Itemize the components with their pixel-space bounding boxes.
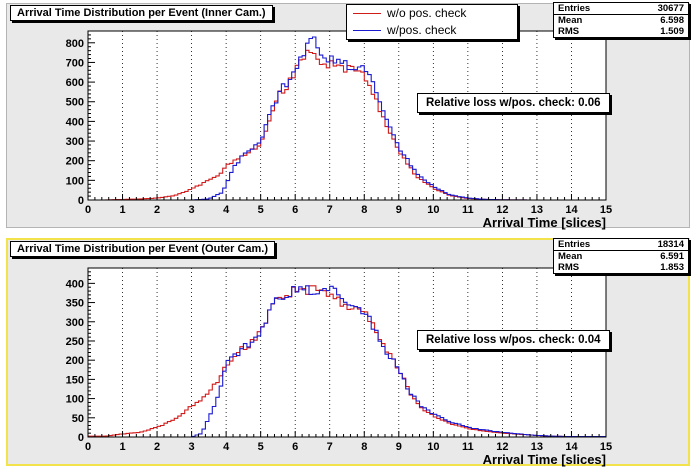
legend-item-with-check: w/pos. check xyxy=(347,22,517,39)
series-with-check-histogram xyxy=(88,285,606,438)
x-tick-label: 12 xyxy=(496,441,508,453)
x-tick-label: 13 xyxy=(531,204,543,216)
x-tick-label: 2 xyxy=(154,441,160,453)
stats-mean-row: Mean 6.591 xyxy=(554,251,688,262)
legend-red-line-swatch xyxy=(353,13,381,14)
x-tick-label: 15 xyxy=(600,441,612,453)
legend-item-without-check: w/o pos. check xyxy=(347,5,517,22)
stats-entries-value: 30677 xyxy=(657,3,684,14)
inner-relative-loss-note: Relative loss w/pos. check: 0.06 xyxy=(417,93,610,113)
y-tick-label: 50 xyxy=(72,413,84,425)
stats-entries-value: 18314 xyxy=(657,239,684,250)
y-tick-label: 800 xyxy=(66,38,84,50)
outer-stats-box: Entries 18314 Mean 6.591 RMS 1.853 xyxy=(553,238,689,274)
stats-rms-value: 1.853 xyxy=(660,262,684,273)
y-tick-label: 350 xyxy=(66,298,84,310)
x-tick-label: 3 xyxy=(189,204,195,216)
x-tick-label: 13 xyxy=(531,441,543,453)
x-tick-label: 3 xyxy=(189,441,195,453)
x-tick-label: 2 xyxy=(154,204,160,216)
y-tick-label: 100 xyxy=(66,394,84,406)
x-tick-label: 1 xyxy=(119,204,125,216)
stats-entries-row: Entries 30677 xyxy=(554,3,688,15)
y-tick-label: 250 xyxy=(66,336,84,348)
x-axis-label: Arrival Time [slices] xyxy=(483,452,606,467)
y-tick-label: 300 xyxy=(66,136,84,148)
series-without-check-histogram xyxy=(88,285,606,438)
stats-mean-label: Mean xyxy=(558,15,583,26)
legend-label-with-check: w/pos. check xyxy=(387,23,457,37)
stats-mean-value: 6.591 xyxy=(660,251,684,262)
x-tick-label: 11 xyxy=(462,441,474,453)
y-tick-label: 150 xyxy=(66,374,84,386)
stats-mean-label: Mean xyxy=(558,251,583,262)
stats-rms-row: RMS 1.509 xyxy=(554,26,688,37)
y-tick-label: 400 xyxy=(66,116,84,128)
outer-chart-title: Arrival Time Distribution per Event (Out… xyxy=(10,241,276,257)
stats-entries-row: Entries 18314 xyxy=(554,239,688,251)
x-tick-label: 5 xyxy=(258,204,264,216)
legend: w/o pos. check w/pos. check xyxy=(346,4,518,40)
x-tick-label: 10 xyxy=(427,441,439,453)
y-tick-label: 600 xyxy=(66,77,84,89)
x-tick-label: 0 xyxy=(85,441,91,453)
x-tick-label: 8 xyxy=(361,204,367,216)
x-tick-label: 6 xyxy=(292,204,298,216)
stats-rms-row: RMS 1.853 xyxy=(554,262,688,273)
y-tick-label: 400 xyxy=(66,278,84,290)
y-tick-label: 200 xyxy=(66,355,84,367)
x-tick-label: 1 xyxy=(119,441,125,453)
stats-rms-value: 1.509 xyxy=(660,26,684,37)
y-tick-label: 500 xyxy=(66,97,84,109)
x-tick-label: 11 xyxy=(462,204,474,216)
y-tick-label: 300 xyxy=(66,317,84,329)
x-tick-label: 7 xyxy=(327,204,333,216)
x-tick-label: 14 xyxy=(565,204,578,216)
stats-rms-label: RMS xyxy=(558,26,580,37)
x-tick-label: 10 xyxy=(427,204,439,216)
stats-mean-value: 6.598 xyxy=(660,15,684,26)
x-tick-label: 5 xyxy=(258,441,264,453)
stats-entries-label: Entries xyxy=(558,239,591,250)
y-tick-label: 700 xyxy=(66,57,84,69)
x-tick-label: 7 xyxy=(327,441,333,453)
inner-chart-title: Arrival Time Distribution per Event (Inn… xyxy=(10,5,273,21)
x-tick-label: 9 xyxy=(396,204,402,216)
stats-rms-label: RMS xyxy=(558,262,580,273)
x-tick-label: 14 xyxy=(565,441,578,453)
stats-entries-label: Entries xyxy=(558,3,591,14)
x-tick-label: 9 xyxy=(396,441,402,453)
y-tick-label: 100 xyxy=(66,175,84,187)
x-tick-label: 6 xyxy=(292,441,298,453)
y-tick-label: 200 xyxy=(66,156,84,168)
legend-label-without-check: w/o pos. check xyxy=(387,6,467,20)
inner-stats-box: Entries 30677 Mean 6.598 RMS 1.509 xyxy=(553,2,689,38)
series-with-check-histogram xyxy=(88,36,606,201)
x-tick-label: 15 xyxy=(600,204,612,216)
x-axis-label: Arrival Time [slices] xyxy=(483,215,606,230)
x-tick-label: 4 xyxy=(223,204,230,216)
x-tick-label: 8 xyxy=(361,441,367,453)
plot-area xyxy=(88,31,606,200)
x-tick-label: 4 xyxy=(223,441,230,453)
outer-relative-loss-note: Relative loss w/pos. check: 0.04 xyxy=(417,330,610,350)
y-tick-label: 0 xyxy=(78,432,84,444)
plot-area xyxy=(88,268,606,437)
x-tick-label: 12 xyxy=(496,204,508,216)
stats-mean-row: Mean 6.598 xyxy=(554,15,688,26)
x-tick-label: 0 xyxy=(85,204,91,216)
legend-blue-line-swatch xyxy=(353,30,381,31)
y-tick-label: 0 xyxy=(78,195,84,207)
